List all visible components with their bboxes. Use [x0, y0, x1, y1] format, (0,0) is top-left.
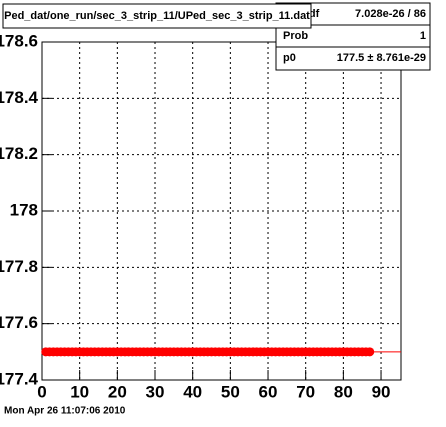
chart-title: Ped_dat/one_run/sec_3_strip_11/UPed_sec_… — [4, 10, 310, 22]
x-tick-label: 70 — [296, 382, 315, 401]
stats-value: 177.5 ± 8.761e-29 — [337, 52, 426, 64]
x-tick-label: 20 — [108, 382, 127, 401]
y-tick-label: 178.2 — [0, 144, 38, 163]
stats-label: Prob — [283, 30, 308, 42]
title-box — [2, 3, 312, 29]
footer: Mon Apr 26 11:07:06 2010 — [4, 406, 126, 417]
stats-value: 7.028e-26 / 86 — [355, 8, 426, 20]
x-tick-label: 10 — [70, 382, 89, 401]
y-tick-label: 177.8 — [0, 257, 38, 276]
stats-value: 1 — [420, 30, 426, 42]
y-tick-label: 177.6 — [0, 313, 38, 332]
x-tick-label: 90 — [372, 382, 391, 401]
stats-label: p0 — [283, 52, 296, 64]
frame — [41, 41, 402, 381]
x-tick-label: 50 — [221, 382, 240, 401]
y-tick-label: 178.4 — [0, 88, 39, 107]
x-tick-label: 30 — [146, 382, 165, 401]
x-tick-label: 0 — [37, 382, 46, 401]
y-tick-label: 177.4 — [0, 369, 39, 388]
x-tick-label: 60 — [259, 382, 278, 401]
plot-area: 177.4 177.6 177.8 178 178.2 178.4 178.6 0 10 20 30… — [0, 31, 402, 401]
x-tick-label: 80 — [334, 382, 353, 401]
y-tick-label: 178 — [10, 200, 38, 219]
y-tick-label: 178.6 — [0, 31, 38, 50]
x-tick-label: 40 — [183, 382, 202, 401]
